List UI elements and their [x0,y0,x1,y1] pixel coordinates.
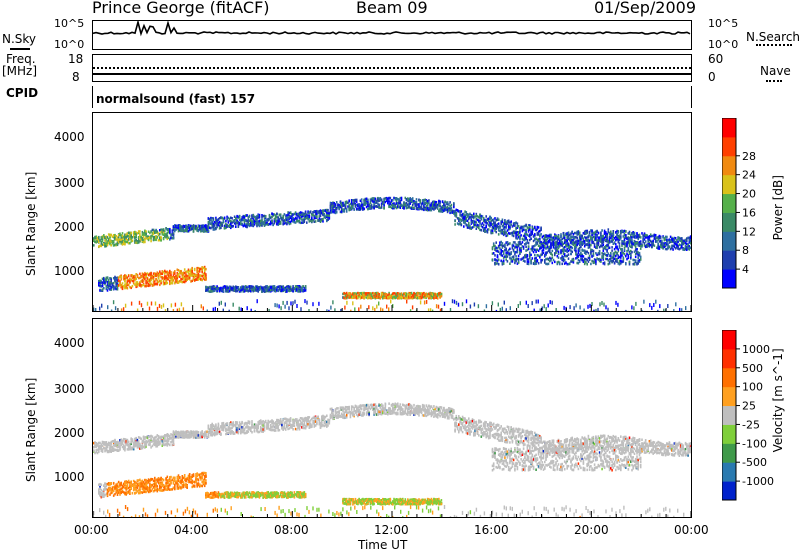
xtick-0: 00:00 [74,523,109,537]
freq-tick-bottom: 8 [72,70,80,84]
colorbar-swatch [722,330,736,350]
colorbar-tick-label: 16 [742,206,756,219]
nave-tick-bottom: 0 [708,70,716,84]
nsky-panel [92,19,692,50]
nave-legend-line [766,80,782,82]
colorbar-swatch [722,405,736,425]
nsky-trace [92,19,691,37]
xtick-5: 20:00 [574,523,609,537]
freq-tick-top: 18 [68,52,84,66]
power-ytick-4000: 4000 [54,130,85,144]
colorbar-swatch [722,193,736,213]
colorbar-label: Power [dB] [771,175,785,240]
power-ytick-2000: 2000 [54,220,85,234]
xtick-4: 16:00 [474,523,509,537]
colorbar-tick-label: 24 [742,169,756,182]
colorbar-swatch [722,118,736,138]
colorbar-tick-label: 25 [742,400,756,413]
colorbar-swatch [722,136,736,157]
nsearch-tick-top: 10^5 [708,17,739,30]
velocity-colorbar: 1000 500 100 25 -25 -100 -500 -1000 Velocity [m … [722,330,785,501]
freq-unit: [MHz] [2,64,38,78]
nsearch-label: N.Search [746,30,800,44]
date-title: 01/Sep/2009 [594,0,697,17]
colorbar-tick-label: 1000 [742,343,770,356]
velocity-heatmap [92,402,692,521]
velocity-ytick-3000: 3000 [54,382,85,396]
colorbar-tick-label: 20 [742,188,756,201]
power-heatmap [92,196,693,314]
nave-tick-top: 60 [708,52,724,66]
colorbar-swatch [722,424,736,444]
nsky-tick-bottom: 10^0 [54,38,85,51]
colorbar-swatch [722,386,736,407]
colorbar-tick-label: 12 [742,225,756,238]
colorbar-tick-label: -25 [742,418,760,431]
heatmap-cells [93,196,693,314]
freq-panel [92,54,692,82]
colorbar-swatch [722,443,736,463]
velocity-ytick-1000: 1000 [54,470,85,484]
velocity-ytick-4000: 4000 [54,336,85,350]
velocity-ylabel: Slant Range [km] [24,377,38,482]
colorbar-tick-label: -100 [742,437,767,450]
xtick-1: 04:00 [174,523,209,537]
colorbar-swatch [722,348,736,369]
nave-label: Nave [760,64,791,78]
station-title: Prince George (fitACF) [92,0,270,17]
power-ylabel: Slant Range [km] [24,171,38,276]
freq-label: Freq. [6,52,36,66]
nsearch-legend-line [756,44,792,46]
colorbar-swatch [722,462,736,482]
colorbar-swatch [722,481,736,501]
colorbar-swatch [722,155,736,176]
colorbar-tick-label: -500 [742,456,767,469]
velocity-plot-frame [92,318,692,521]
colorbar-tick-label: 4 [742,263,749,276]
power-plot-frame [92,112,693,314]
nsearch-tick-bottom: 10^0 [708,38,739,51]
nave-trace [93,67,691,69]
colorbar-tick-label: 100 [742,381,763,394]
colorbar-swatch [722,174,736,195]
colorbar-swatch [722,212,736,232]
colorbar-frame [722,330,737,501]
colorbar-tick-label: -1000 [742,475,774,488]
xaxis-label: Time UT [358,538,408,552]
colorbar-swatch [722,231,736,251]
colorbar-tick-label: 28 [742,150,756,163]
cpid-label: CPID [6,86,39,100]
beam-title: Beam 09 [356,0,428,17]
colorbar-label: Velocity [m s^-1] [771,348,785,452]
colorbar-swatch [722,367,736,388]
nsky-legend-line [10,48,30,50]
xtick-2: 08:00 [274,523,309,537]
freq-trace [93,73,691,75]
velocity-ytick-2000: 2000 [54,426,85,440]
colorbar-frame [722,118,737,289]
heatmap-cells [93,402,692,521]
cpid-value: normalsound (fast) 157 [96,92,256,106]
cpid-bar [92,86,692,108]
nsky-label: N.Sky [2,32,37,46]
xtick-6: 00:00 [674,523,709,537]
nsky-tick-top: 10^5 [54,17,85,30]
colorbar-swatch [722,250,736,270]
power-colorbar: 4 8 12 16 20 24 28 Power [dB] [722,118,785,289]
colorbar-swatch [722,269,736,289]
xtick-3: 12:00 [374,523,409,537]
power-ytick-1000: 1000 [54,264,85,278]
colorbar-tick-label: 500 [742,362,763,375]
power-ytick-3000: 3000 [54,176,85,190]
colorbar-tick-label: 8 [742,244,749,257]
